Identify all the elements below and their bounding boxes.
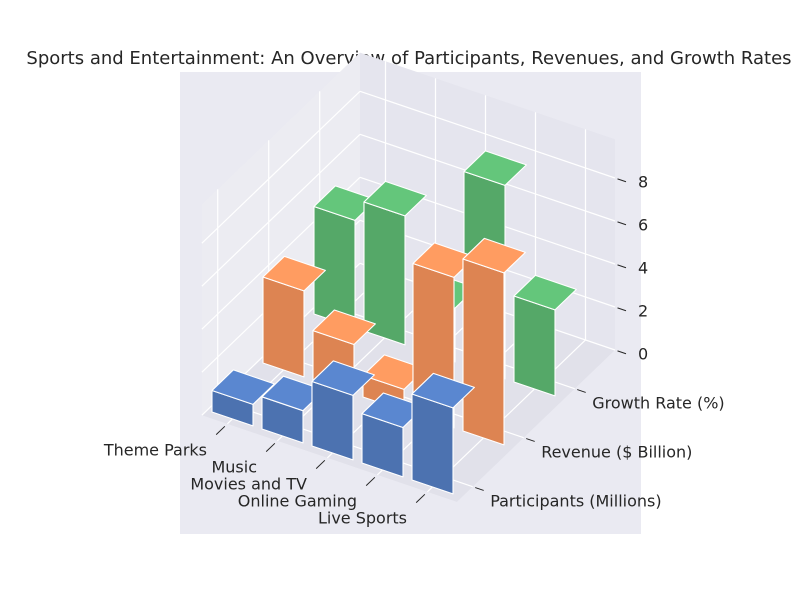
bar-face-front (262, 276, 305, 378)
bar-face-front (513, 295, 556, 397)
side-gridline-z (201, 90, 361, 244)
bar-music-3 (363, 180, 427, 346)
bar-face-top (312, 309, 376, 346)
bar-face-top (462, 237, 526, 274)
back-gridline-z (359, 90, 616, 179)
bar-live-sports-1 (411, 372, 475, 495)
bar-online-gaming-1 (361, 392, 425, 478)
bar-face-front (462, 258, 505, 446)
x-tick-mark (315, 459, 326, 470)
x-tick-mark (365, 476, 376, 487)
bar-theme-parks-1 (211, 369, 275, 427)
x-tick-mark (265, 442, 276, 453)
bar-face-top (411, 372, 475, 409)
bar-face-top (311, 360, 375, 396)
z-tick-mark (617, 264, 627, 269)
z-tick-label: 4 (638, 259, 648, 278)
left-pane (201, 52, 360, 416)
z-tick-label: 2 (638, 302, 648, 321)
x-tick-mark (215, 425, 226, 436)
side-gridline-z (201, 133, 361, 287)
z-tick-mark (617, 350, 627, 355)
y-tick-label: Growth Rate (%) (592, 394, 724, 413)
bar-live-sports-3 (513, 274, 577, 397)
x-tick-mark (415, 493, 426, 504)
floor-gridline-x (276, 288, 436, 442)
bar-theme-parks-2 (262, 255, 326, 378)
x-tick-label: Movies and TV (190, 475, 307, 494)
bar-face-top (363, 180, 427, 217)
bar-face-top (211, 369, 275, 405)
z-tick-mark (617, 307, 627, 312)
z-tick-label: 6 (638, 216, 648, 235)
z-tick-mark (617, 221, 627, 226)
z-tick-label: 0 (638, 345, 648, 364)
bars (211, 150, 577, 495)
bar-face-top (463, 150, 527, 186)
x-tick-label: Live Sports (318, 509, 407, 528)
bar-face-front (411, 393, 454, 495)
y-tick-label: Participants (Millions) (490, 492, 661, 511)
y-tick-mark (526, 438, 535, 442)
y-tick-mark (577, 389, 586, 393)
bar-movies-and-tv-1 (311, 360, 375, 461)
bar-face-top (513, 274, 577, 311)
chart-title: Sports and Entertainment: An Overview of… (26, 48, 791, 69)
z-tick-mark (617, 178, 627, 183)
bar-live-sports-2 (462, 237, 526, 446)
y-tick-mark (475, 487, 484, 491)
bar-music-1 (261, 375, 325, 444)
x-tick-label: Music (211, 458, 257, 477)
x-tick-label: Theme Parks (103, 441, 207, 460)
z-tick-label: 8 (638, 173, 648, 192)
floor-gridline-x (426, 339, 586, 493)
y-tick-label: Revenue ($ Billion) (541, 443, 692, 462)
bar-face-top (262, 255, 326, 292)
x-tick-label: Online Gaming (238, 492, 357, 511)
